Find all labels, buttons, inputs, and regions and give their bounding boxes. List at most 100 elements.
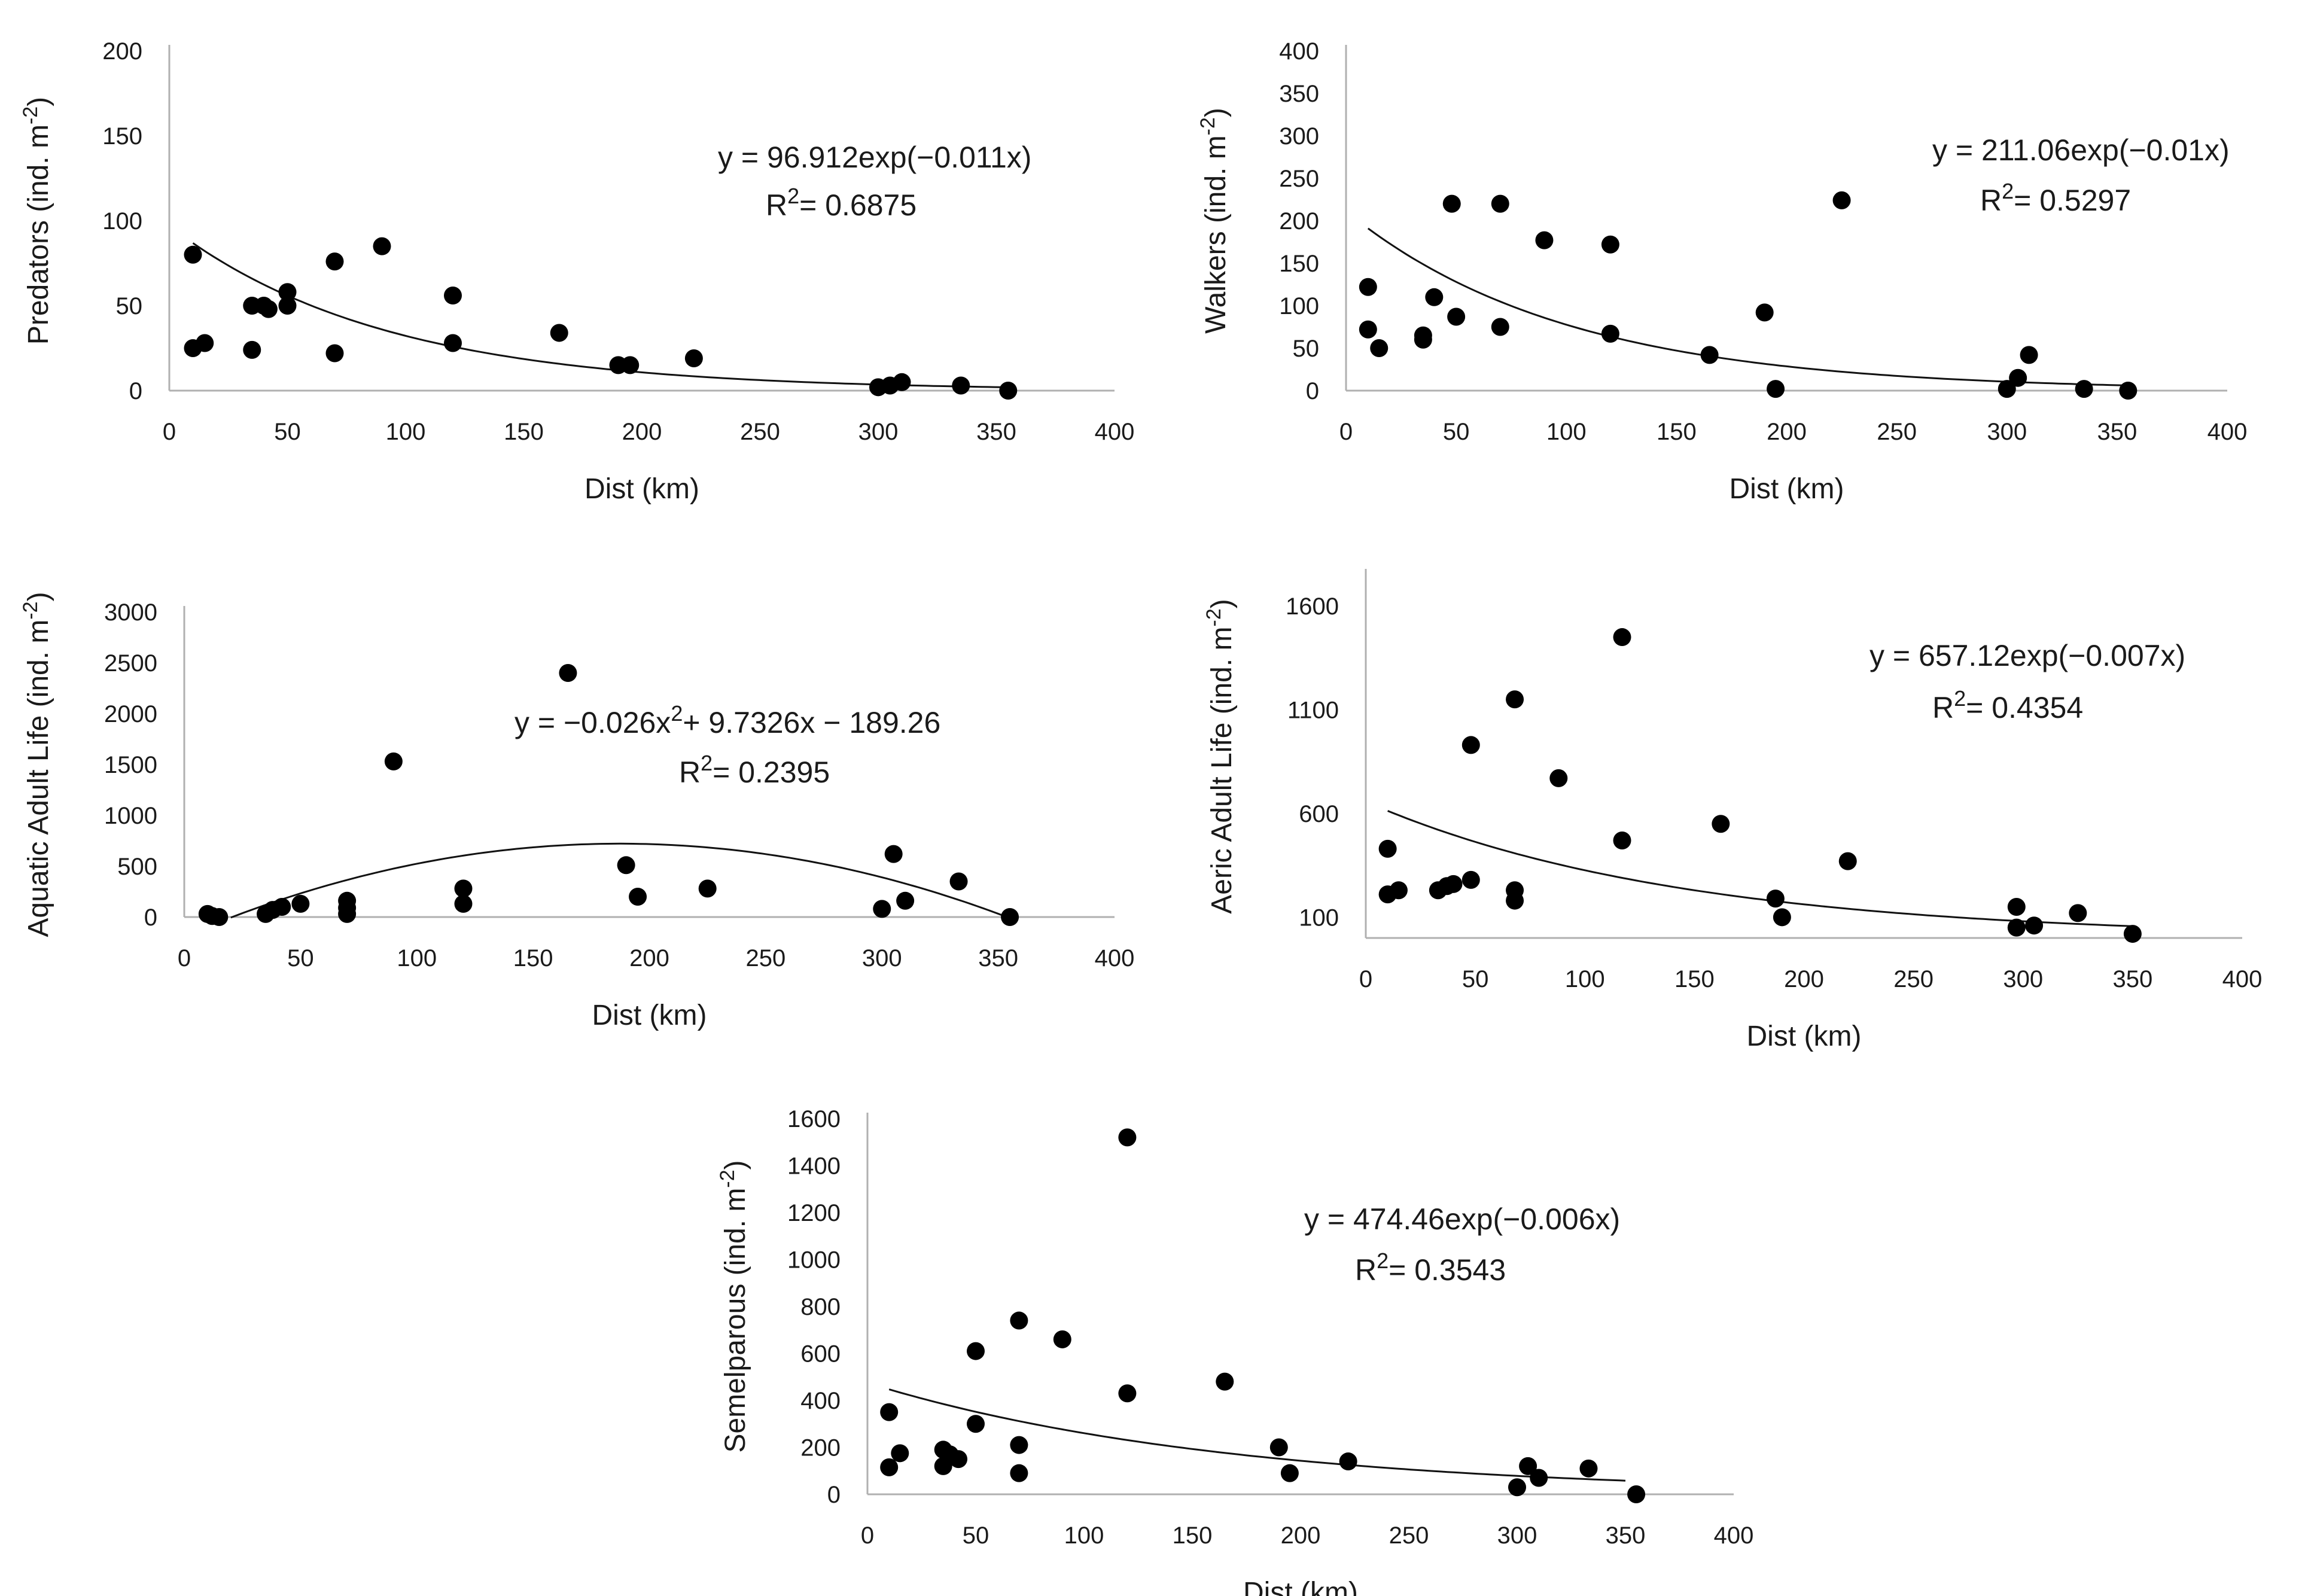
y-tick-label: 350 [1279, 81, 1319, 107]
r-squared-value: = 0.6875 [799, 188, 917, 222]
data-point [1053, 1330, 1071, 1348]
data-point [1535, 231, 1554, 249]
data-point [880, 1458, 899, 1476]
y-tick-label: 1100 [1287, 697, 1339, 723]
data-point [880, 1403, 899, 1421]
y-tick-label: 1600 [787, 1106, 841, 1132]
x-tick-label: 350 [976, 419, 1016, 445]
data-point [1767, 380, 1785, 398]
data-point [1339, 1452, 1357, 1471]
y-axis-title-text: Aeric Adult Life (ind. m [1206, 627, 1238, 914]
x-tick-label: 200 [1281, 1522, 1321, 1549]
x-tick-label: 50 [287, 945, 314, 971]
semelparous-panel: 0 50 100 150 200 250 300 350 400 0 200 400 600 800 100… [716, 1106, 1753, 1596]
equation-label: y = 657.12exp(−0.007x) [1869, 639, 2185, 672]
y-axis-title-superscript: -2 [1196, 117, 1219, 135]
data-point [1001, 908, 1019, 926]
y-axis-title-superscript: -2 [19, 601, 42, 619]
data-point [1378, 839, 1397, 858]
data-point [684, 349, 703, 368]
data-point [1766, 890, 1785, 908]
data-point [1491, 194, 1509, 213]
y-tick-label: 150 [1279, 251, 1319, 277]
data-point [1491, 318, 1509, 336]
y-tick-label: 2500 [104, 650, 157, 677]
data-point [1613, 628, 1631, 647]
y-tick-label: 0 [1306, 378, 1319, 404]
walkers-panel: 0 50 100 150 200 250 300 350 400 0 50 100 150 200 250 3… [1196, 38, 2247, 505]
data-point [949, 872, 968, 891]
x-axis-title: Dist (km) [1747, 1021, 1862, 1052]
equation-label: y = −0.026x2+ 9.7326x − 189.26 [514, 701, 940, 739]
x-tick-label: 50 [1462, 966, 1489, 992]
aeric-adult-life-panel: 0 50 100 150 200 250 300 350 400 100 600 1100 1600 Di… [1202, 569, 2262, 1052]
data-point [1773, 908, 1791, 927]
equation-text: y = −0.026x [514, 706, 671, 739]
x-tick-label: 150 [504, 419, 544, 445]
data-point [184, 245, 202, 264]
r-squared-prefix: R [1932, 691, 1954, 724]
x-tick-label: 250 [1893, 966, 1934, 992]
x-tick-label: 350 [2097, 419, 2138, 445]
data-point [1389, 881, 1408, 900]
data-point [1579, 1459, 1598, 1478]
data-point [1530, 1469, 1548, 1487]
data-point [967, 1415, 985, 1433]
data-point [1425, 288, 1444, 306]
data-point [967, 1342, 985, 1360]
data-point [1832, 191, 1851, 209]
data-point [952, 376, 970, 395]
x-tick-label: 0 [178, 945, 191, 971]
data-point [278, 297, 297, 315]
data-point [1700, 346, 1719, 364]
r-squared-value: = 0.5297 [2014, 184, 2131, 217]
r-squared-superscript: 2 [701, 751, 713, 775]
data-point [2009, 368, 2027, 387]
r-squared-superscript: 2 [1954, 686, 1966, 711]
y-axis-title-close: ) [23, 592, 54, 601]
data-point [1010, 1311, 1028, 1330]
x-tick-label: 50 [963, 1522, 989, 1549]
x-tick-label: 350 [2113, 966, 2153, 992]
data-point [1359, 320, 1377, 339]
y-tick-label: 1000 [104, 803, 157, 829]
trend-line [1367, 227, 2129, 386]
y-tick-label: 250 [1279, 166, 1319, 192]
x-axis-title: Dist (km) [584, 473, 699, 505]
equation-label: y = 211.06exp(−0.01x) [1932, 133, 2230, 167]
y-tick-label: 50 [1293, 336, 1320, 362]
y-tick-label: 50 [116, 293, 143, 319]
y-axis-title-close: ) [720, 1160, 751, 1169]
y-tick-label: 0 [827, 1482, 841, 1508]
y-tick-label: 0 [144, 904, 157, 931]
data-point [454, 879, 473, 898]
data-point [1601, 324, 1619, 343]
data-point [2069, 904, 2087, 922]
x-tick-label: 300 [858, 419, 899, 445]
equation-text: y = 474.46exp(−0.006x) [1304, 1202, 1620, 1236]
x-tick-label: 400 [1095, 945, 1135, 971]
x-tick-label: 100 [1064, 1522, 1104, 1549]
data-point [325, 344, 344, 363]
data-point [621, 356, 640, 374]
y-axis-title: Aquatic Adult Life (ind. m-2) [19, 592, 54, 937]
x-tick-label: 200 [1767, 419, 1807, 445]
data-point [373, 237, 391, 255]
x-tick-label: 0 [163, 419, 176, 445]
data-point [1370, 339, 1389, 357]
data-point [1444, 875, 1463, 893]
data-point [884, 845, 903, 863]
predators-panel: 0 50 100 150 200 250 300 350 400 0 50 100 150 200 Dist… [19, 38, 1134, 505]
data-point [444, 334, 462, 352]
data-point [629, 888, 647, 906]
data-point [1461, 736, 1480, 754]
x-tick-label: 100 [386, 419, 426, 445]
data-point [1627, 1485, 1646, 1503]
data-point [2123, 925, 2142, 943]
y-axis-title-superscript: -2 [1202, 608, 1225, 626]
data-point [444, 286, 462, 304]
y-tick-label: 150 [102, 123, 142, 150]
equation-superscript: 2 [671, 701, 683, 726]
y-tick-label: 100 [1279, 293, 1319, 319]
